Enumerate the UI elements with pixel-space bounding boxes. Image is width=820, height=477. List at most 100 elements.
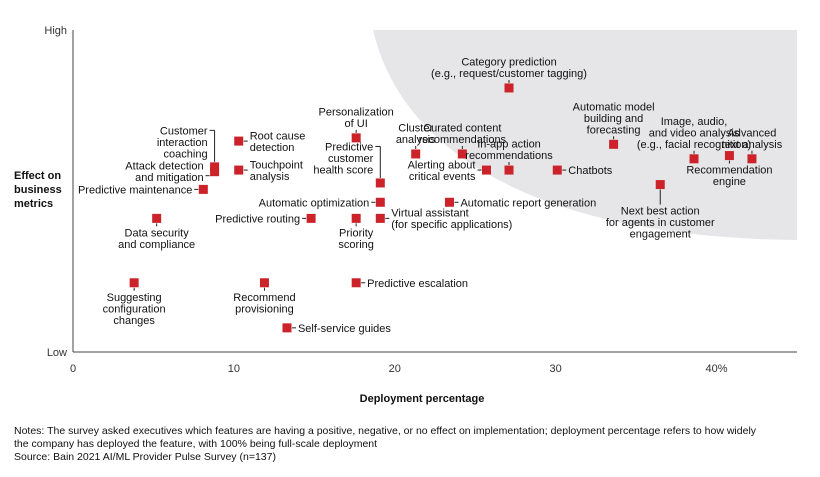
y-tick-label: Low bbox=[47, 347, 67, 359]
data-point bbox=[306, 213, 316, 223]
x-tick-label: 30 bbox=[550, 363, 562, 375]
point-label: analysis bbox=[250, 171, 290, 183]
point-label: Advanced bbox=[727, 127, 776, 139]
point-label: Suggesting bbox=[107, 292, 162, 304]
point-label: Cluster bbox=[398, 122, 433, 134]
point-label: Predictive maintenance bbox=[78, 184, 192, 196]
point-label: provisioning bbox=[235, 303, 294, 315]
y-axis-title: Effect on bbox=[14, 170, 61, 182]
x-tick-label: 10 bbox=[228, 363, 240, 375]
point-label: Predictive escalation bbox=[367, 278, 468, 290]
point-label: Next best action bbox=[621, 206, 700, 218]
data-point bbox=[234, 136, 244, 146]
point-label: Curated content bbox=[423, 122, 501, 134]
point-label: forecasting bbox=[587, 124, 641, 136]
x-axis-title: Deployment percentage bbox=[360, 393, 485, 405]
y-axis-title: business bbox=[14, 184, 62, 196]
data-point bbox=[129, 278, 139, 288]
data-point bbox=[282, 323, 292, 333]
data-point bbox=[351, 278, 361, 288]
point-label: Automatic report generation bbox=[460, 197, 596, 209]
data-point bbox=[351, 213, 361, 223]
point-label: Root cause bbox=[250, 130, 306, 142]
data-point bbox=[375, 213, 385, 223]
notes-line-2: the company has deployed the feature, wi… bbox=[14, 438, 378, 450]
data-point bbox=[259, 278, 269, 288]
data-point bbox=[655, 180, 665, 190]
data-point bbox=[411, 149, 421, 159]
data-point bbox=[152, 213, 162, 223]
point-label: changes bbox=[113, 315, 155, 327]
point-label: analysis bbox=[396, 134, 436, 146]
data-point bbox=[552, 165, 562, 175]
point-label: Self-service guides bbox=[298, 323, 391, 335]
point-label: Predictive routing bbox=[215, 213, 300, 225]
point-label: Personalization bbox=[319, 106, 394, 118]
point-label: Data security bbox=[125, 227, 190, 239]
point-label: scoring bbox=[338, 239, 373, 251]
point-label: configuration bbox=[103, 303, 166, 315]
x-tick-label: 0 bbox=[70, 363, 76, 375]
point-label: Category prediction bbox=[461, 56, 556, 68]
point-label: engagement bbox=[630, 229, 691, 241]
point-label: of UI bbox=[345, 118, 368, 130]
point-label: Attack detection bbox=[125, 161, 203, 173]
x-tick-label: 40% bbox=[706, 363, 728, 375]
point-label: (for specific applications) bbox=[391, 219, 512, 231]
data-point bbox=[444, 197, 454, 207]
point-label: coaching bbox=[164, 148, 208, 160]
data-point bbox=[375, 197, 385, 207]
point-label: interaction bbox=[157, 137, 208, 149]
data-point bbox=[481, 165, 491, 175]
shaded-region bbox=[373, 30, 797, 240]
point-label: Touchpoint bbox=[250, 159, 303, 171]
data-point bbox=[504, 83, 514, 93]
data-point bbox=[609, 139, 619, 149]
point-label: Priority bbox=[339, 227, 374, 239]
chart-notes: Notes: The survey asked executives which… bbox=[14, 425, 809, 464]
point-label: Image, audio, bbox=[661, 116, 728, 128]
scatter-chart: 0 10 20 30 40% Low High Deployment percentage Ef… bbox=[14, 25, 797, 405]
point-label: Automatic optimization bbox=[259, 197, 370, 209]
data-point bbox=[198, 184, 208, 194]
data-point bbox=[351, 133, 361, 143]
point-label: (e.g., request/customer tagging) bbox=[431, 68, 587, 80]
data-point bbox=[210, 167, 220, 177]
x-tick-label: 20 bbox=[389, 363, 401, 375]
y-tick-label: High bbox=[44, 25, 67, 37]
point-label: health score bbox=[313, 164, 373, 176]
point-label: for agents in customer bbox=[606, 217, 715, 229]
point-label: Chatbots bbox=[568, 165, 613, 177]
point-label: Alerting about bbox=[408, 159, 476, 171]
data-point bbox=[375, 178, 385, 188]
point-label: Predictive bbox=[325, 141, 373, 153]
data-point bbox=[210, 162, 220, 172]
point-label: Recommendation bbox=[686, 165, 772, 177]
data-point bbox=[457, 149, 467, 159]
notes-line-1: Notes: The survey asked executives which… bbox=[14, 425, 757, 437]
source-line: Source: Bain 2021 AI/ML Provider Pulse S… bbox=[14, 451, 276, 463]
data-point bbox=[724, 151, 734, 161]
point-label: and video analysis bbox=[649, 127, 740, 139]
point-label: and compliance bbox=[118, 239, 195, 251]
point-label: Virtual assistant bbox=[391, 208, 468, 220]
point-label: Customer bbox=[160, 125, 208, 137]
point-label: customer bbox=[328, 153, 374, 165]
point-label: critical events bbox=[409, 171, 476, 183]
data-point bbox=[747, 154, 757, 164]
data-point bbox=[504, 165, 514, 175]
point-label: In-app action bbox=[477, 139, 541, 151]
point-label: (e.g., facial recognition) bbox=[637, 139, 751, 151]
y-axis-title: metrics bbox=[14, 198, 53, 210]
data-point bbox=[689, 154, 699, 164]
point-label: recommendations bbox=[419, 134, 507, 146]
point-label: and mitigation bbox=[135, 172, 204, 184]
point-label: recommendations bbox=[465, 150, 553, 162]
point-label: text analysis bbox=[722, 139, 783, 151]
point-label: Automatic model bbox=[573, 101, 655, 113]
data-point bbox=[234, 165, 244, 175]
point-label: Recommend bbox=[233, 292, 295, 304]
point-label: detection bbox=[250, 142, 295, 154]
point-label: building and bbox=[584, 113, 643, 125]
